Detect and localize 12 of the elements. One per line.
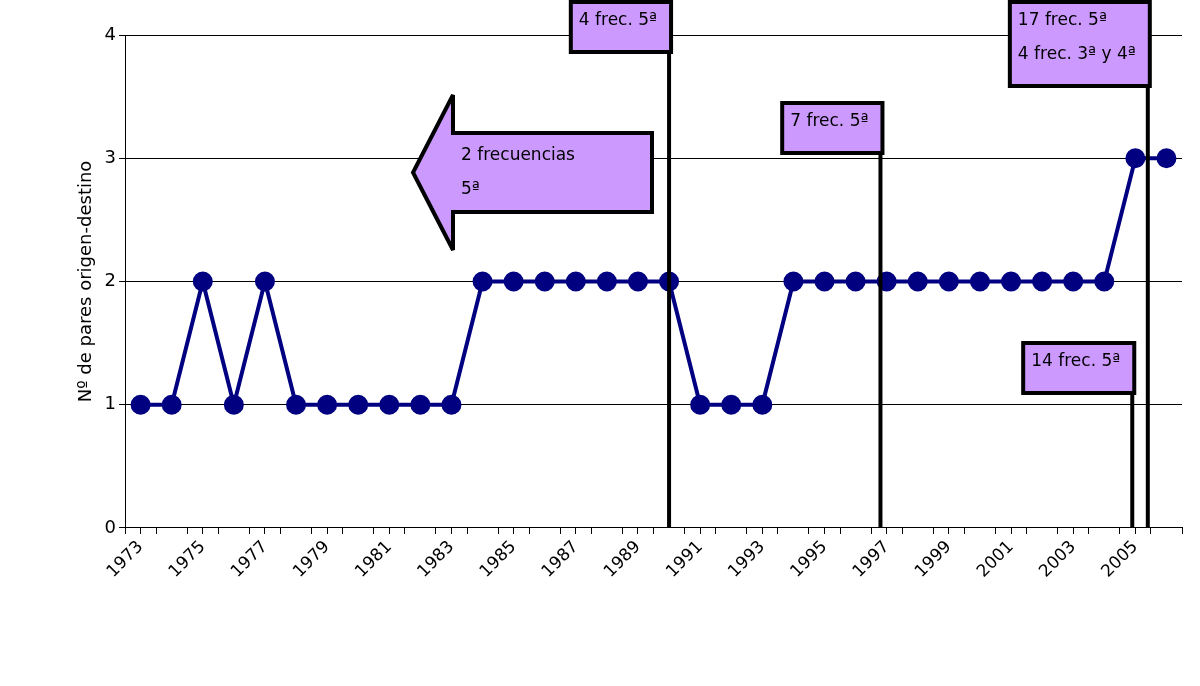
y-axis-title: Nº de pares origen-destino: [74, 160, 96, 403]
ref-line-label: 14 frec. 5ª: [1031, 349, 1121, 370]
ref-line-label: 7 frec. 5ª: [790, 109, 869, 130]
y-tick-label: 1: [104, 392, 117, 414]
y-tick-label: 3: [104, 145, 117, 167]
y-tick-label: 0: [104, 515, 117, 537]
ref-line-label: 4 frec. 5ª: [578, 8, 658, 29]
y-tick-label: 4: [104, 22, 117, 44]
ref-line-label: 17 frec. 5ª 4 frec. 3ª y 4ª: [1017, 8, 1136, 63]
left-arrow-callout: 2 frecuencias 5ª: [409, 91, 656, 254]
annotation: 2 frecuencias 5ª: [461, 143, 575, 200]
y-tick-label: 2: [104, 269, 117, 291]
